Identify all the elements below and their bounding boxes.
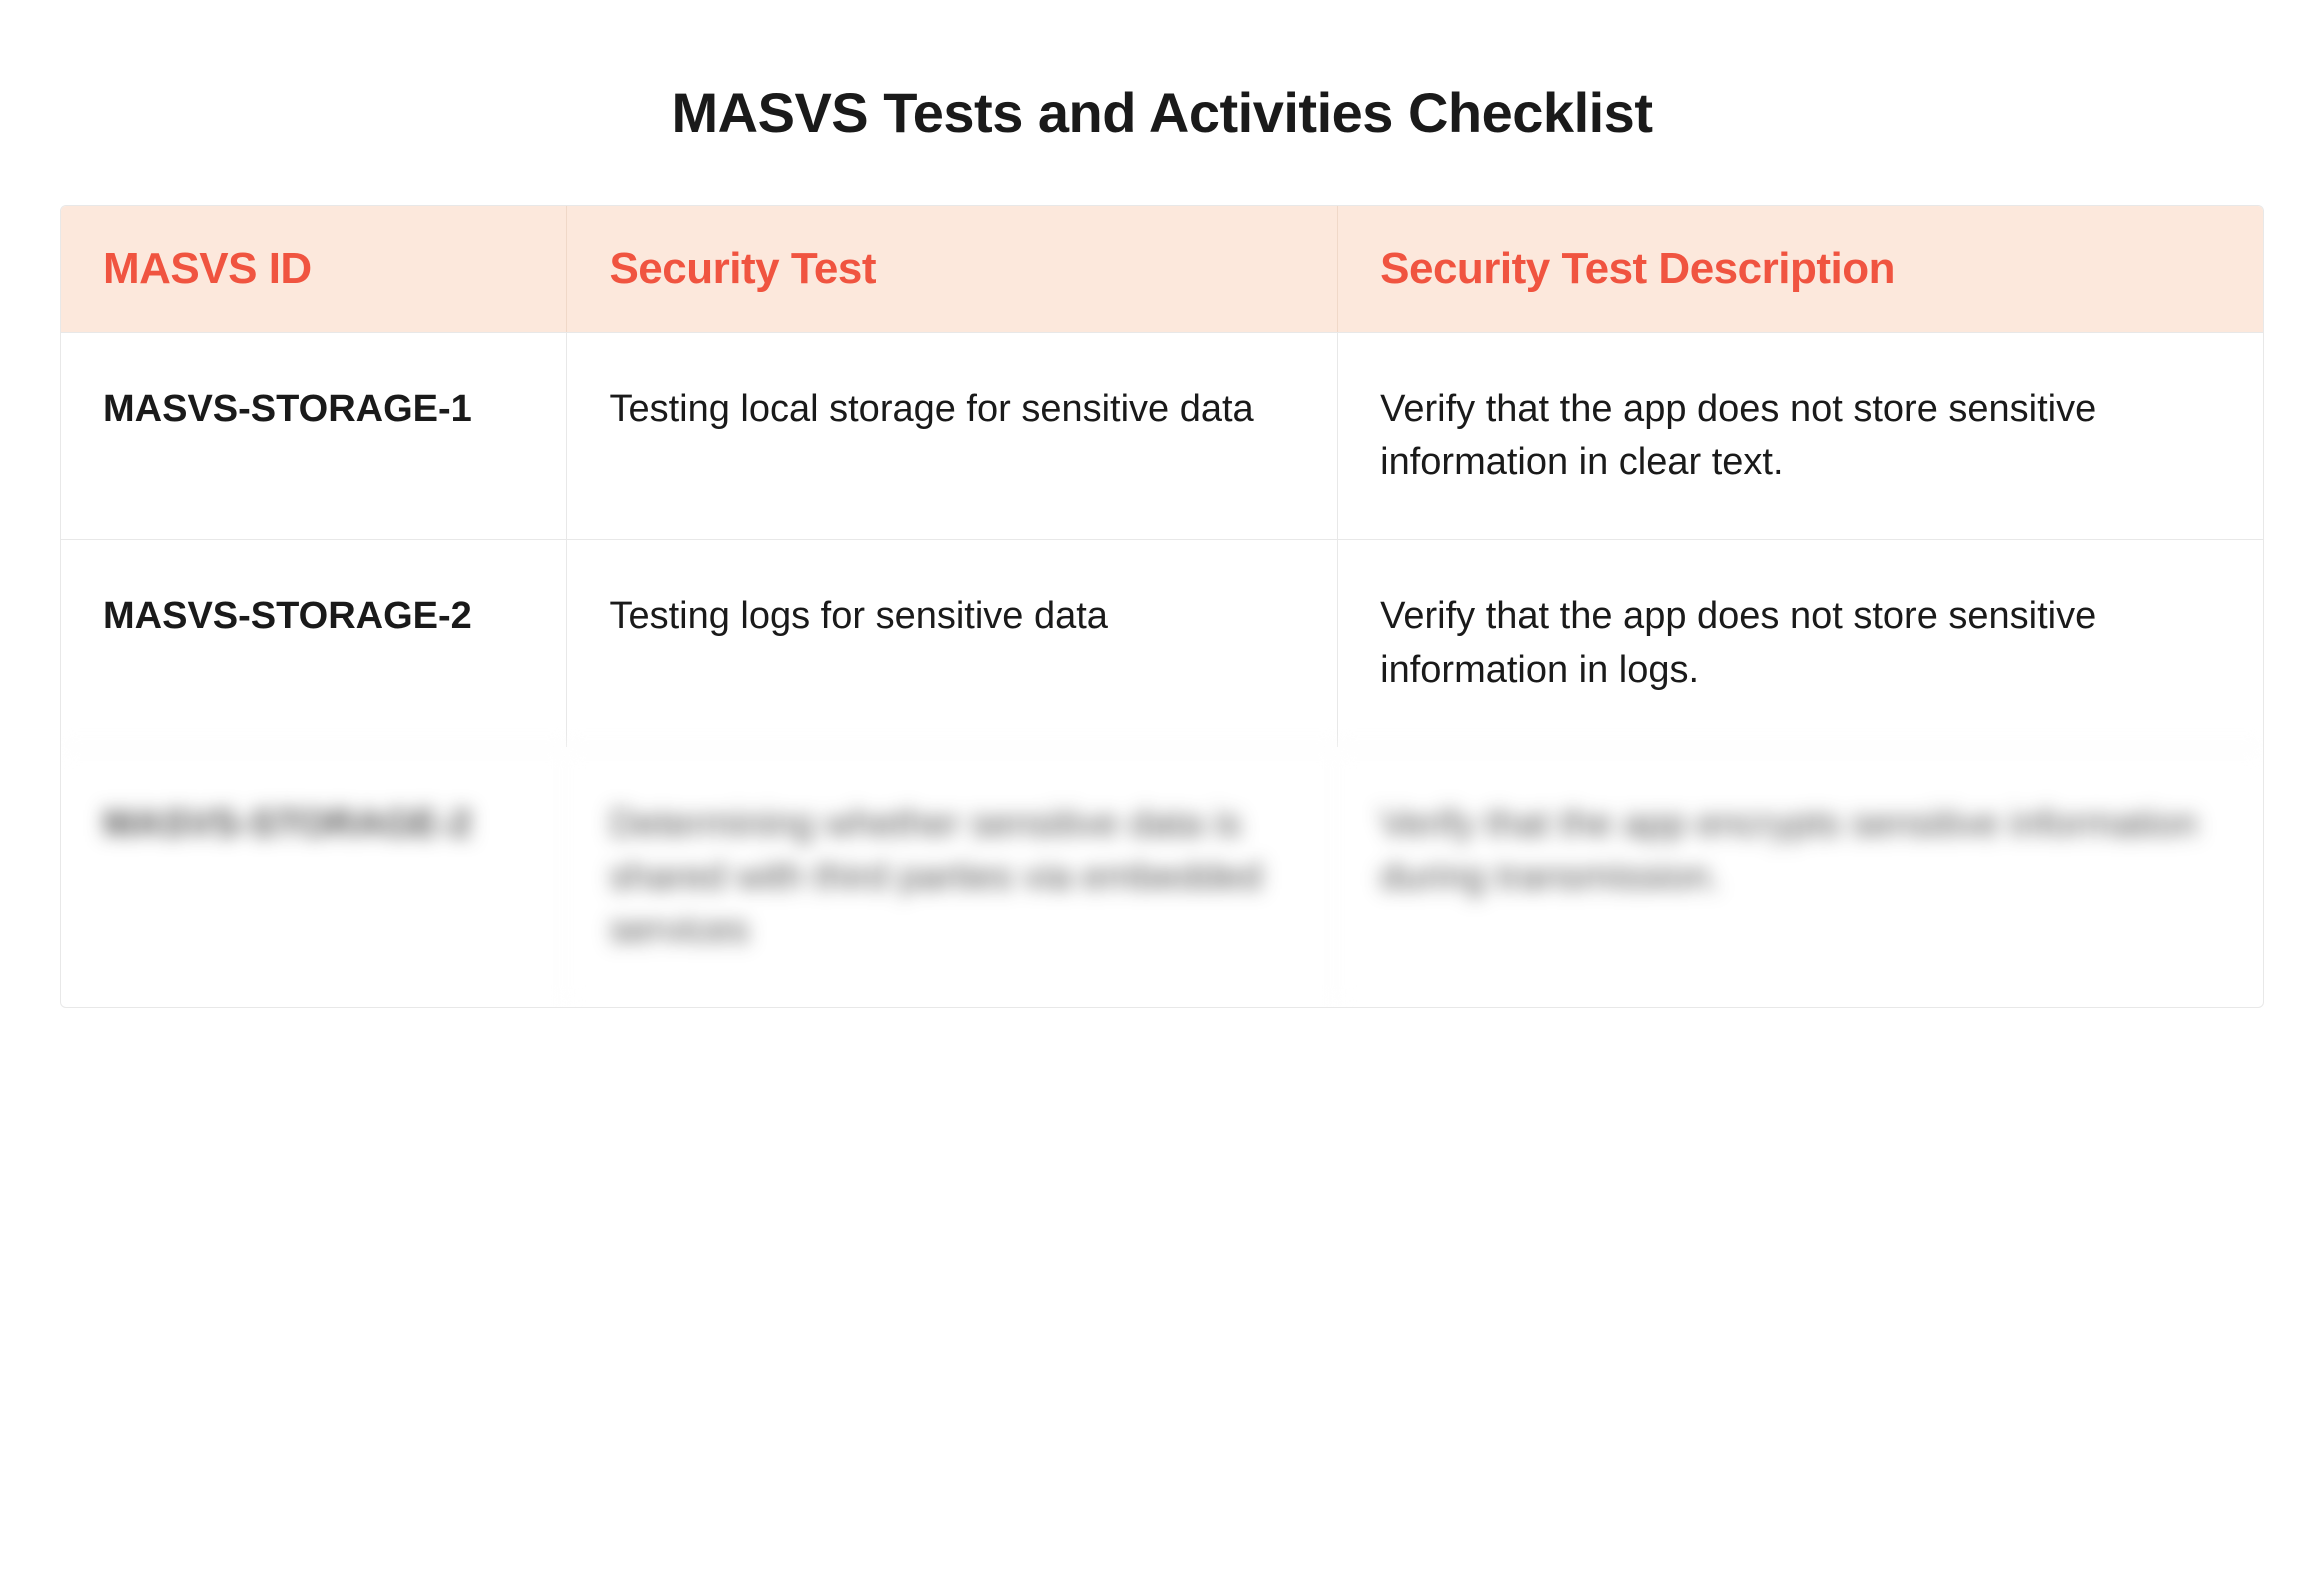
cell-masvs-id: MASVS-STORAGE-2 [61, 539, 567, 746]
header-security-test: Security Test [567, 206, 1338, 332]
table-body: MASVS-STORAGE-1 Testing local storage fo… [61, 332, 2263, 1007]
checklist-table: MASVS ID Security Test Security Test Des… [60, 205, 2264, 1008]
cell-security-test: Testing logs for sensitive data [567, 539, 1338, 746]
cell-masvs-id: MASVS-STORAGE-1 [61, 332, 567, 539]
table-row: MASVS-STORAGE-1 Testing local storage fo… [61, 332, 2263, 539]
table-row-blurred: MASVS-STORAGE-2 Determining whether sens… [61, 747, 2263, 1008]
cell-security-test-description: Verify that the app does not store sensi… [1338, 332, 2263, 539]
header-masvs-id: MASVS ID [61, 206, 567, 332]
table-row: MASVS-STORAGE-2 Testing logs for sensiti… [61, 539, 2263, 746]
table-header-row: MASVS ID Security Test Security Test Des… [61, 206, 2263, 332]
header-security-test-description: Security Test Description [1338, 206, 2263, 332]
cell-security-test: Testing local storage for sensitive data [567, 332, 1338, 539]
cell-security-test-description: Verify that the app does not store sensi… [1338, 539, 2263, 746]
page-title: MASVS Tests and Activities Checklist [60, 80, 2264, 145]
cell-masvs-id: MASVS-STORAGE-2 [61, 747, 567, 1008]
cell-security-test: Determining whether sensitive data is sh… [567, 747, 1338, 1008]
cell-security-test-description: Verify that the app encrypts sensitive i… [1338, 747, 2263, 1008]
